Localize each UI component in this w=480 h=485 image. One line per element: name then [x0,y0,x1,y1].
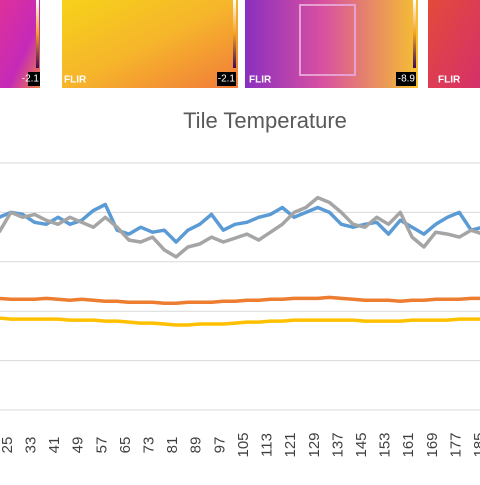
series-line [0,195,480,259]
logo: FLIR [64,75,87,86]
x-tick-label: 137 [329,432,346,457]
plot-area [0,195,480,327]
color-scale [233,0,236,68]
scale-box [217,72,236,86]
thermal-image [428,0,480,88]
thermal-image [245,0,418,88]
series-line [0,295,480,306]
scale-min: -2.1 [218,74,236,85]
x-tick-label: 73 [141,437,158,454]
scale-box [396,72,416,86]
thermal-images: -2.1 FLIR -2.1 FLIR -8.9 FLIR [0,0,480,88]
x-tick-label: 177 [447,432,464,457]
x-tick-label: 65 [117,437,134,454]
door-outline [299,4,356,76]
x-tick-label: 169 [424,432,441,457]
x-tick-label: 121 [282,432,299,457]
x-tick-label: 185 [471,432,480,457]
color-scale [413,0,416,68]
x-axis: 25 33 41 49 57 65 73 81 89 97 105 113 121 129 137 145 15… [0,432,480,457]
logo: FLIR [438,75,461,86]
x-tick-label: 145 [353,432,370,457]
x-tick-label: 161 [400,432,417,457]
x-tick-label: 97 [211,437,228,454]
x-tick-label: 129 [306,432,323,457]
x-tick-label: 153 [377,432,394,457]
color-scale [36,0,39,68]
series-line [0,316,480,327]
scale-min: -2.1 [22,74,40,85]
x-tick-label: 25 [0,437,16,454]
grid [0,162,480,411]
logo: FLIR [249,75,272,86]
scale-min: -8.9 [398,74,416,85]
x-tick-label: 105 [235,432,252,457]
x-tick-label: 57 [93,437,110,454]
x-tick-label: 33 [23,437,40,454]
x-tick-label: 89 [188,437,205,454]
x-tick-label: 113 [259,433,276,457]
chart-title: Tile Temperature [183,108,347,133]
scale-box [28,72,40,86]
x-tick-label: 81 [164,437,181,454]
x-tick-label: 49 [70,437,87,454]
thermal-image [62,0,238,88]
x-tick-label: 41 [46,437,63,454]
